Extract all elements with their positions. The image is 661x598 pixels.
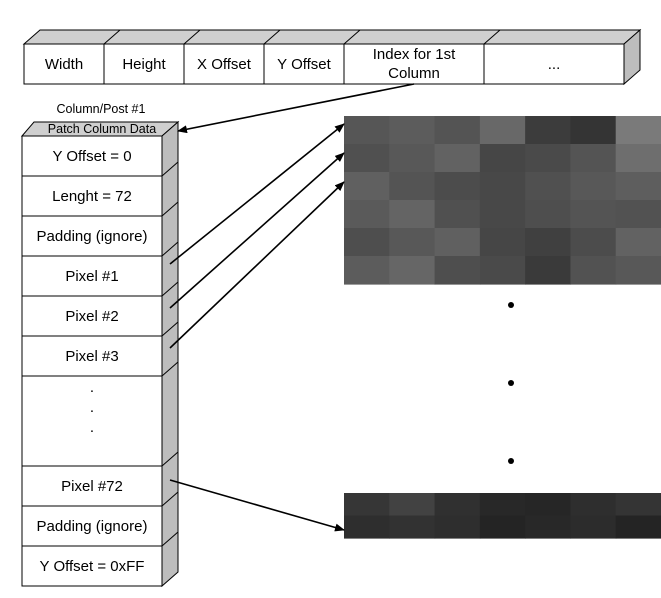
texture-block <box>389 144 436 173</box>
column-title: Column/Post #1 <box>56 102 146 116</box>
texture-block <box>525 172 572 201</box>
texture-block <box>434 493 481 517</box>
arrow-pixel2 <box>169 152 345 309</box>
texture-block <box>344 116 390 145</box>
header-bar <box>22 28 642 86</box>
texture-block <box>434 515 481 539</box>
texture-block <box>525 256 572 285</box>
texture-block <box>434 200 481 229</box>
texture-block <box>570 200 617 229</box>
row-pixel-3: Pixel #3 <box>65 347 119 365</box>
texture-block <box>479 172 526 201</box>
texture-block <box>570 256 617 285</box>
texture-block <box>434 144 481 173</box>
texture-block <box>525 200 572 229</box>
texture-block <box>389 256 436 285</box>
texture-block <box>525 228 572 257</box>
arrow-index-to-column <box>177 83 415 134</box>
row-y-offset: Y Offset = 0 <box>52 147 132 165</box>
arrow-pixel1 <box>169 123 345 265</box>
patch-image-top <box>344 116 661 285</box>
texture-block <box>570 172 617 201</box>
header-field-column-index: Index for 1st Column <box>372 46 456 82</box>
texture-block <box>479 493 526 517</box>
header-field-width: Width <box>44 55 84 73</box>
header-field-height: Height <box>122 55 166 73</box>
texture-block <box>344 172 390 201</box>
texture-block <box>389 515 436 539</box>
arrow-pixel72 <box>169 479 345 532</box>
texture-block <box>479 200 526 229</box>
texture-block <box>434 256 481 285</box>
column-box-front-face <box>21 135 163 587</box>
texture-block <box>479 228 526 257</box>
row-pixel-72: Pixel #72 <box>61 477 123 495</box>
texture-block <box>570 144 617 173</box>
texture-block <box>570 116 617 145</box>
texture-block <box>344 200 390 229</box>
row-padding-bottom: Padding (ignore) <box>36 517 148 535</box>
header-bar-top-face <box>22 29 642 45</box>
arrow-pixel3 <box>169 181 345 349</box>
ellipsis-dot: . <box>89 419 95 436</box>
row-ellipsis: . . . <box>22 376 162 468</box>
texture-block <box>525 144 572 173</box>
texture-block <box>525 116 572 145</box>
texture-block <box>389 172 436 201</box>
texture-block <box>434 116 481 145</box>
texture-block <box>615 515 661 539</box>
continuation-dot <box>508 458 514 464</box>
texture-block <box>344 515 390 539</box>
texture-block <box>434 172 481 201</box>
texture-block <box>344 144 390 173</box>
texture-block <box>570 493 617 517</box>
texture-block <box>615 172 661 201</box>
texture-block <box>479 116 526 145</box>
texture-block <box>525 493 572 517</box>
texture-block <box>389 116 436 145</box>
texture-block <box>479 144 526 173</box>
texture-block <box>479 515 526 539</box>
texture-block <box>570 228 617 257</box>
continuation-dot <box>508 380 514 386</box>
texture-block <box>615 228 661 257</box>
texture-block <box>570 515 617 539</box>
texture-block <box>389 200 436 229</box>
texture-block <box>389 228 436 257</box>
row-padding-top: Padding (ignore) <box>36 227 148 245</box>
row-length: Lenght = 72 <box>52 187 132 205</box>
ellipsis-dot: . <box>89 379 95 396</box>
row-end-marker: Y Offset = 0xFF <box>39 557 145 575</box>
texture-block <box>344 256 390 285</box>
header-field-y-offset: Y Offset <box>277 55 331 73</box>
texture-block <box>615 200 661 229</box>
row-pixel-2: Pixel #2 <box>65 307 119 325</box>
texture-block <box>615 493 661 517</box>
header-field-x-offset: X Offset <box>197 55 251 73</box>
continuation-dot <box>508 302 514 308</box>
texture-block <box>615 144 661 173</box>
texture-block <box>525 515 572 539</box>
texture-block <box>344 228 390 257</box>
column-box <box>20 120 180 588</box>
texture-block <box>434 228 481 257</box>
texture-block <box>479 256 526 285</box>
column-box-side-face <box>161 120 179 588</box>
row-pixel-1: Pixel #1 <box>65 267 119 285</box>
texture-block <box>615 256 661 285</box>
texture-block <box>389 493 436 517</box>
ellipsis-dot: . <box>89 399 95 416</box>
header-field-ellipsis: ... <box>547 55 561 73</box>
texture-block <box>344 493 390 517</box>
header-bar-front-face <box>23 43 625 85</box>
texture-block <box>615 116 661 145</box>
patch-image-bottom <box>344 493 661 539</box>
column-subtitle: Patch Column Data <box>47 121 157 136</box>
